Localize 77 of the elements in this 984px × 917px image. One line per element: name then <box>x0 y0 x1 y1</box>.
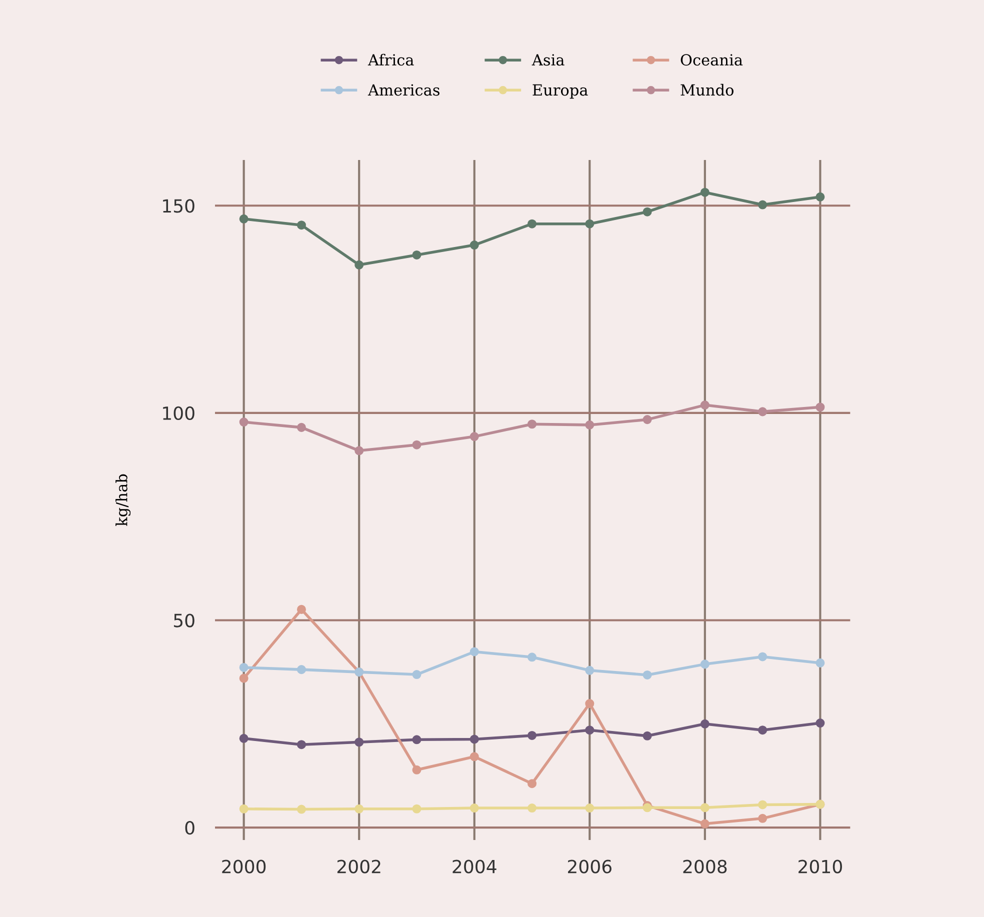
point <box>470 804 479 813</box>
point <box>296 422 306 432</box>
y-tick-label: 50 <box>174 614 194 628</box>
x-tick-label: 2004 <box>452 860 496 874</box>
point <box>758 652 768 662</box>
point <box>585 804 594 813</box>
point <box>642 731 652 740</box>
point <box>700 400 710 410</box>
point <box>700 660 710 669</box>
x-tick-label: 2006 <box>568 860 612 874</box>
point <box>354 446 364 456</box>
point <box>758 200 768 210</box>
legend-label: Americas <box>368 84 440 96</box>
point <box>585 666 594 675</box>
point <box>642 207 652 216</box>
legend-label: Mundo <box>680 84 734 96</box>
point <box>528 730 537 740</box>
point <box>412 765 422 774</box>
legend-label: Europa <box>532 84 588 99</box>
point <box>354 260 364 270</box>
point <box>470 734 479 744</box>
point <box>585 420 594 430</box>
point <box>816 658 825 668</box>
point <box>239 734 248 743</box>
point <box>758 814 768 823</box>
point <box>816 192 825 202</box>
x-tick-label: 2008 <box>683 860 727 874</box>
point <box>239 418 248 427</box>
point <box>700 803 710 812</box>
point <box>585 726 594 735</box>
x-tick-label: 2002 <box>337 860 380 874</box>
legend-label: Africa <box>368 54 414 66</box>
point <box>470 240 479 250</box>
point <box>700 719 710 728</box>
point <box>412 250 422 260</box>
point <box>412 735 422 744</box>
legend-label: Oceania <box>680 54 743 66</box>
point <box>758 407 768 416</box>
point <box>239 674 248 683</box>
point <box>528 804 537 813</box>
point <box>239 804 248 814</box>
point <box>642 415 652 424</box>
point <box>412 440 422 450</box>
point <box>758 800 768 810</box>
x-tick-label: 2010 <box>798 860 842 874</box>
y-tick-label: 150 <box>163 199 194 213</box>
point <box>470 432 479 442</box>
point <box>296 220 306 230</box>
point <box>816 718 825 728</box>
x-tick-label: 2000 <box>222 860 266 874</box>
point <box>528 420 537 429</box>
y-tick-label: 100 <box>163 406 194 420</box>
legend-label: Asia <box>532 54 564 66</box>
y-tick-label: 0 <box>185 820 194 835</box>
point <box>470 647 479 656</box>
point <box>700 819 710 828</box>
point <box>585 699 594 708</box>
point <box>758 726 768 735</box>
point <box>239 662 248 672</box>
point <box>816 402 825 412</box>
point <box>470 752 479 762</box>
point <box>412 670 422 680</box>
point <box>700 188 710 197</box>
y-axis-title: kg/hab <box>116 474 131 526</box>
point <box>239 214 248 224</box>
point <box>412 804 422 814</box>
point <box>528 779 537 788</box>
point <box>296 740 306 750</box>
point <box>642 670 652 680</box>
point <box>296 665 306 674</box>
point <box>296 804 306 814</box>
point <box>354 738 364 747</box>
point <box>354 804 364 814</box>
point <box>528 652 537 662</box>
point <box>528 219 537 228</box>
point <box>296 604 306 614</box>
point <box>585 219 594 228</box>
